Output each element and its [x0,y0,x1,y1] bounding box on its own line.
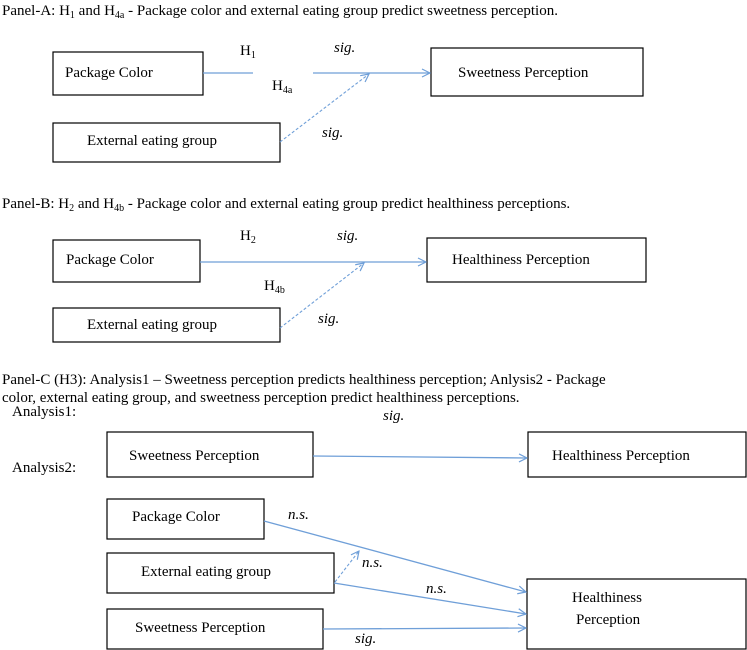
panel-a-title: Panel-A: H1 and H4a - Package color and … [2,3,558,21]
healthiness-perception-label: Healthiness Perception [552,448,690,464]
panel-c-title-line2: color, external eating group, and sweetn… [2,390,520,406]
sig-moderation-label: sig. [318,311,339,327]
healthiness-perception-box [426,237,647,283]
ns-external-label: n.s. [426,581,447,597]
sig-main-label: sig. [334,40,355,56]
h2-label: H2 [240,228,256,246]
healthiness-label-line1: Healthiness [572,590,642,606]
package-color-label: Package Color [66,252,154,268]
external-eating-label: External eating group [87,317,217,333]
package-color-arrow [263,520,526,592]
sweetness-perception-label: Sweetness Perception [458,65,589,81]
external-eating-box [106,552,335,594]
analysis1-sig-label: sig. [383,408,404,424]
healthiness-label-line2: Perception [576,612,641,628]
sig-moderation-label: sig. [322,125,343,141]
external-eating-label: External eating group [141,564,271,580]
package-color-box [106,498,265,540]
panel-c-title-line1: Panel-C (H3): Analysis1 – Sweetness perc… [2,372,606,388]
external-eating-box [52,307,281,343]
analysis1-label: Analysis1: [12,404,76,420]
external-eating-label: External eating group [87,133,217,149]
sweetness-perception-box [430,47,644,97]
healthiness-perception-box [526,578,747,650]
package-color-label: Package Color [65,65,153,81]
h4a-label: H4a [272,78,293,96]
package-color-label: Package Color [132,509,220,525]
h4a-moderation-arrow [279,74,369,143]
sweetness-perception-box [106,431,314,478]
sweetness-perception-label: Sweetness Perception [129,448,260,464]
ns-package-label: n.s. [288,507,309,523]
external-eating-box [52,122,281,163]
panel-b-title: Panel-B: H2 and H4b - Package color and … [2,196,570,214]
analysis1-arrow [312,456,527,458]
healthiness-perception-box [527,431,747,478]
package-color-box [52,239,201,283]
h4b-label: H4b [264,278,285,296]
h4b-moderation-arrow [279,263,364,329]
sig-sweetness-label: sig. [355,631,376,647]
package-color-box [52,51,204,96]
sweetness-arrow [322,628,526,629]
healthiness-perception-label: Healthiness Perception [452,252,590,268]
moderation-arrow [334,551,359,583]
sweetness-perception-label: Sweetness Perception [135,620,266,636]
external-eating-arrow [333,582,526,614]
ns-moderation-label: n.s. [362,555,383,571]
sig-main-label: sig. [337,228,358,244]
h1-label: H1 [240,43,256,61]
analysis2-label: Analysis2: [12,460,76,476]
